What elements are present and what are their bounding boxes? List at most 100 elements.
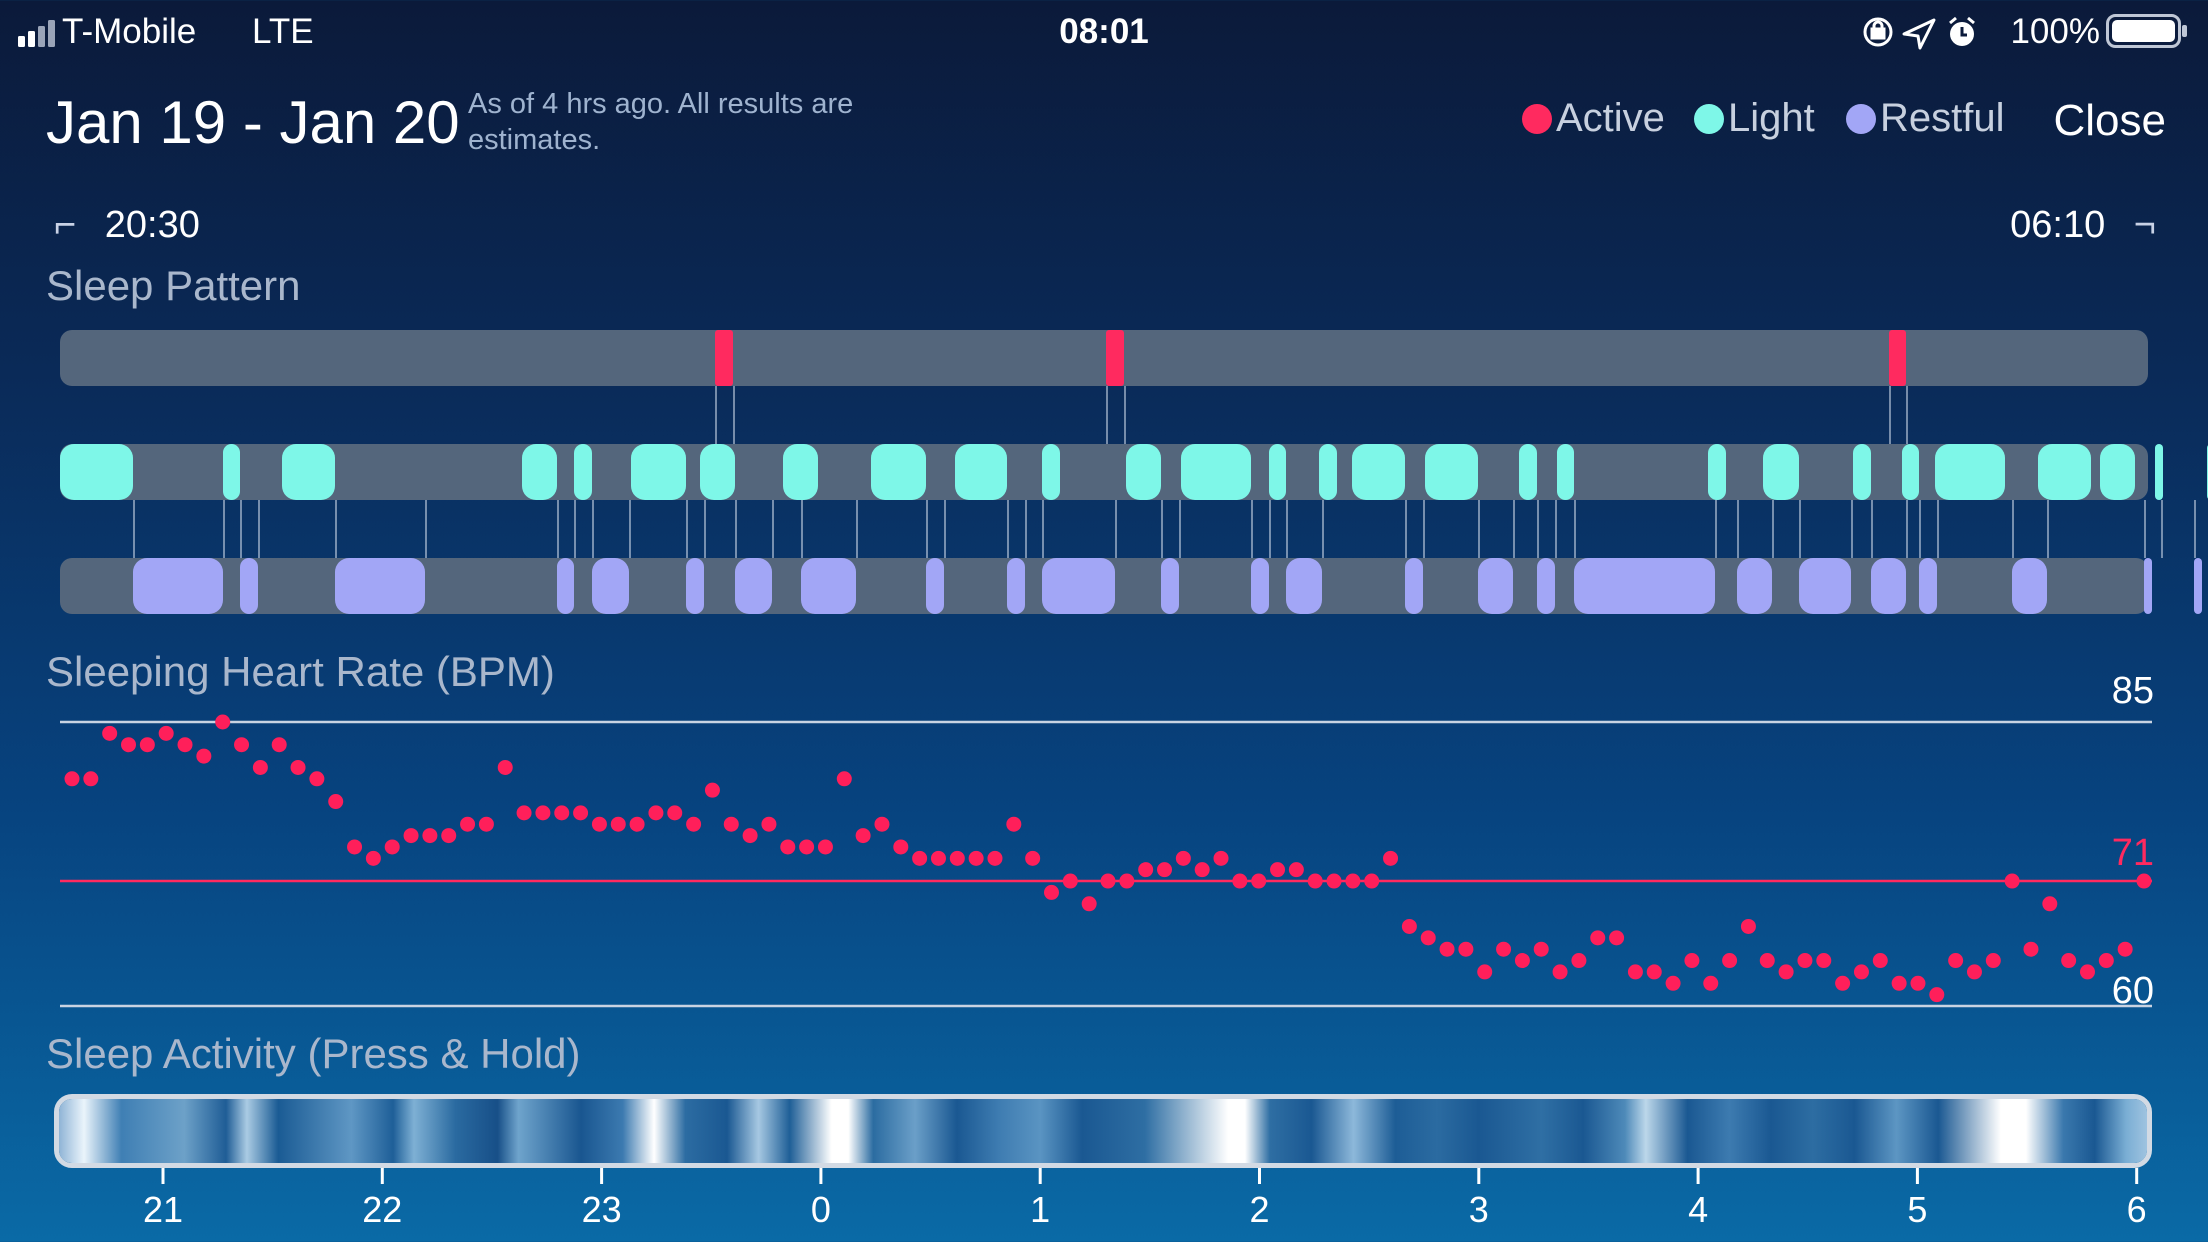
- hr-point: [2079, 964, 2095, 980]
- activity-intensity-strip: [59, 1099, 2147, 1163]
- hr-point: [686, 816, 702, 832]
- transition-line: [943, 500, 946, 558]
- hr-point: [1948, 953, 1964, 969]
- legend-light: Light: [1694, 96, 1815, 141]
- light-segment: [1934, 444, 2006, 500]
- hr-point: [573, 805, 589, 821]
- light-segment: [2038, 444, 2091, 500]
- hr-point: [1138, 862, 1154, 878]
- hr-point: [1288, 862, 1304, 878]
- hr-point: [949, 850, 965, 866]
- hr-point: [1364, 873, 1380, 889]
- transition-line: [556, 500, 559, 558]
- hr-point: [196, 748, 212, 764]
- sleep-pattern-chart[interactable]: [0, 0, 2208, 640]
- hr-point: [1213, 850, 1229, 866]
- carrier-name: T-Mobile: [62, 12, 197, 51]
- transition-line: [1937, 500, 1939, 558]
- transition-line: [629, 500, 632, 558]
- restful-segment: [1736, 558, 1773, 614]
- hr-point: [102, 725, 118, 741]
- battery-icon: [2106, 14, 2187, 48]
- transition-line: [686, 500, 689, 558]
- hr-point: [83, 771, 99, 787]
- light-segment: [1763, 444, 1799, 500]
- transition-line: [1536, 500, 1539, 558]
- transition-line: [1161, 500, 1164, 558]
- transition-line: [240, 500, 243, 558]
- light-segment: [1519, 444, 1537, 500]
- hr-point: [1778, 964, 1794, 980]
- hr-point: [836, 771, 852, 787]
- close-button[interactable]: Close: [2053, 96, 2167, 145]
- light-segment: [871, 444, 926, 500]
- light-segment: [954, 444, 1008, 500]
- light-segment: [1556, 444, 1575, 500]
- transition-line: [1906, 386, 1909, 444]
- hr-point: [704, 782, 720, 798]
- hr-point: [1157, 862, 1173, 878]
- transition-line: [1251, 500, 1254, 558]
- hr-point: [121, 737, 137, 753]
- hr-point: [2061, 953, 2077, 969]
- hr-point: [1326, 873, 1342, 889]
- hour-label: 3: [1469, 1189, 1489, 1230]
- hr-point: [2004, 873, 2020, 889]
- sleep-activity-bar[interactable]: [54, 1094, 2152, 1168]
- transition-line: [734, 500, 737, 558]
- hour-label: 2: [1249, 1189, 1269, 1230]
- hour-label: 23: [582, 1189, 622, 1230]
- restful-segment: [1871, 558, 1907, 614]
- hr-point: [554, 805, 570, 821]
- hr-point: [1006, 816, 1022, 832]
- hr-point: [309, 771, 325, 787]
- transition-line: [1405, 500, 1408, 558]
- hr-point: [855, 828, 871, 844]
- hr-point: [290, 759, 306, 775]
- hr-point: [516, 805, 532, 821]
- transition-line: [855, 500, 858, 558]
- hr-point: [1571, 953, 1587, 969]
- active-segment: [1888, 330, 1907, 386]
- restful-segment: [2194, 558, 2203, 614]
- transition-line: [1736, 500, 1739, 558]
- hr-point: [1891, 975, 1907, 991]
- hr-point: [930, 850, 946, 866]
- range-end: 06:10 ¬: [2010, 204, 2156, 247]
- hr-point: [422, 828, 438, 844]
- restful-segment: [1042, 558, 1115, 614]
- hr-point: [1270, 862, 1286, 878]
- hr-point: [629, 816, 645, 832]
- hr-point: [1458, 941, 1474, 957]
- transition-line: [2143, 500, 2146, 558]
- hr-point: [177, 737, 193, 753]
- light-segment: [1268, 444, 1287, 500]
- status-time: 08:01: [1059, 12, 1149, 51]
- hr-point: [874, 816, 890, 832]
- light-segment: [1424, 444, 1478, 500]
- light-segment: [1708, 444, 1726, 500]
- restful-segment: [1574, 558, 1715, 614]
- hr-point: [893, 839, 909, 855]
- hr-point: [1345, 873, 1361, 889]
- hr-point: [64, 771, 80, 787]
- restful-segment: [1536, 558, 1555, 614]
- transition-line: [1024, 500, 1027, 558]
- hr-point: [1025, 850, 1041, 866]
- transition-line: [714, 386, 717, 444]
- light-dot-icon: [1694, 103, 1724, 134]
- light-segment: [631, 444, 687, 500]
- hr-point: [1307, 873, 1323, 889]
- hr-point: [1590, 930, 1606, 946]
- transition-line: [2194, 500, 2197, 558]
- hr-point: [667, 805, 683, 821]
- hr-point: [1383, 850, 1399, 866]
- transition-line: [2046, 500, 2049, 558]
- hour-label: 22: [362, 1189, 402, 1230]
- transition-line: [2161, 500, 2164, 558]
- transition-line: [1906, 500, 1909, 558]
- heart-rate-chart[interactable]: [0, 690, 2208, 1030]
- hr-point: [2042, 896, 2058, 912]
- hr-point: [2023, 941, 2039, 957]
- transition-line: [591, 500, 594, 558]
